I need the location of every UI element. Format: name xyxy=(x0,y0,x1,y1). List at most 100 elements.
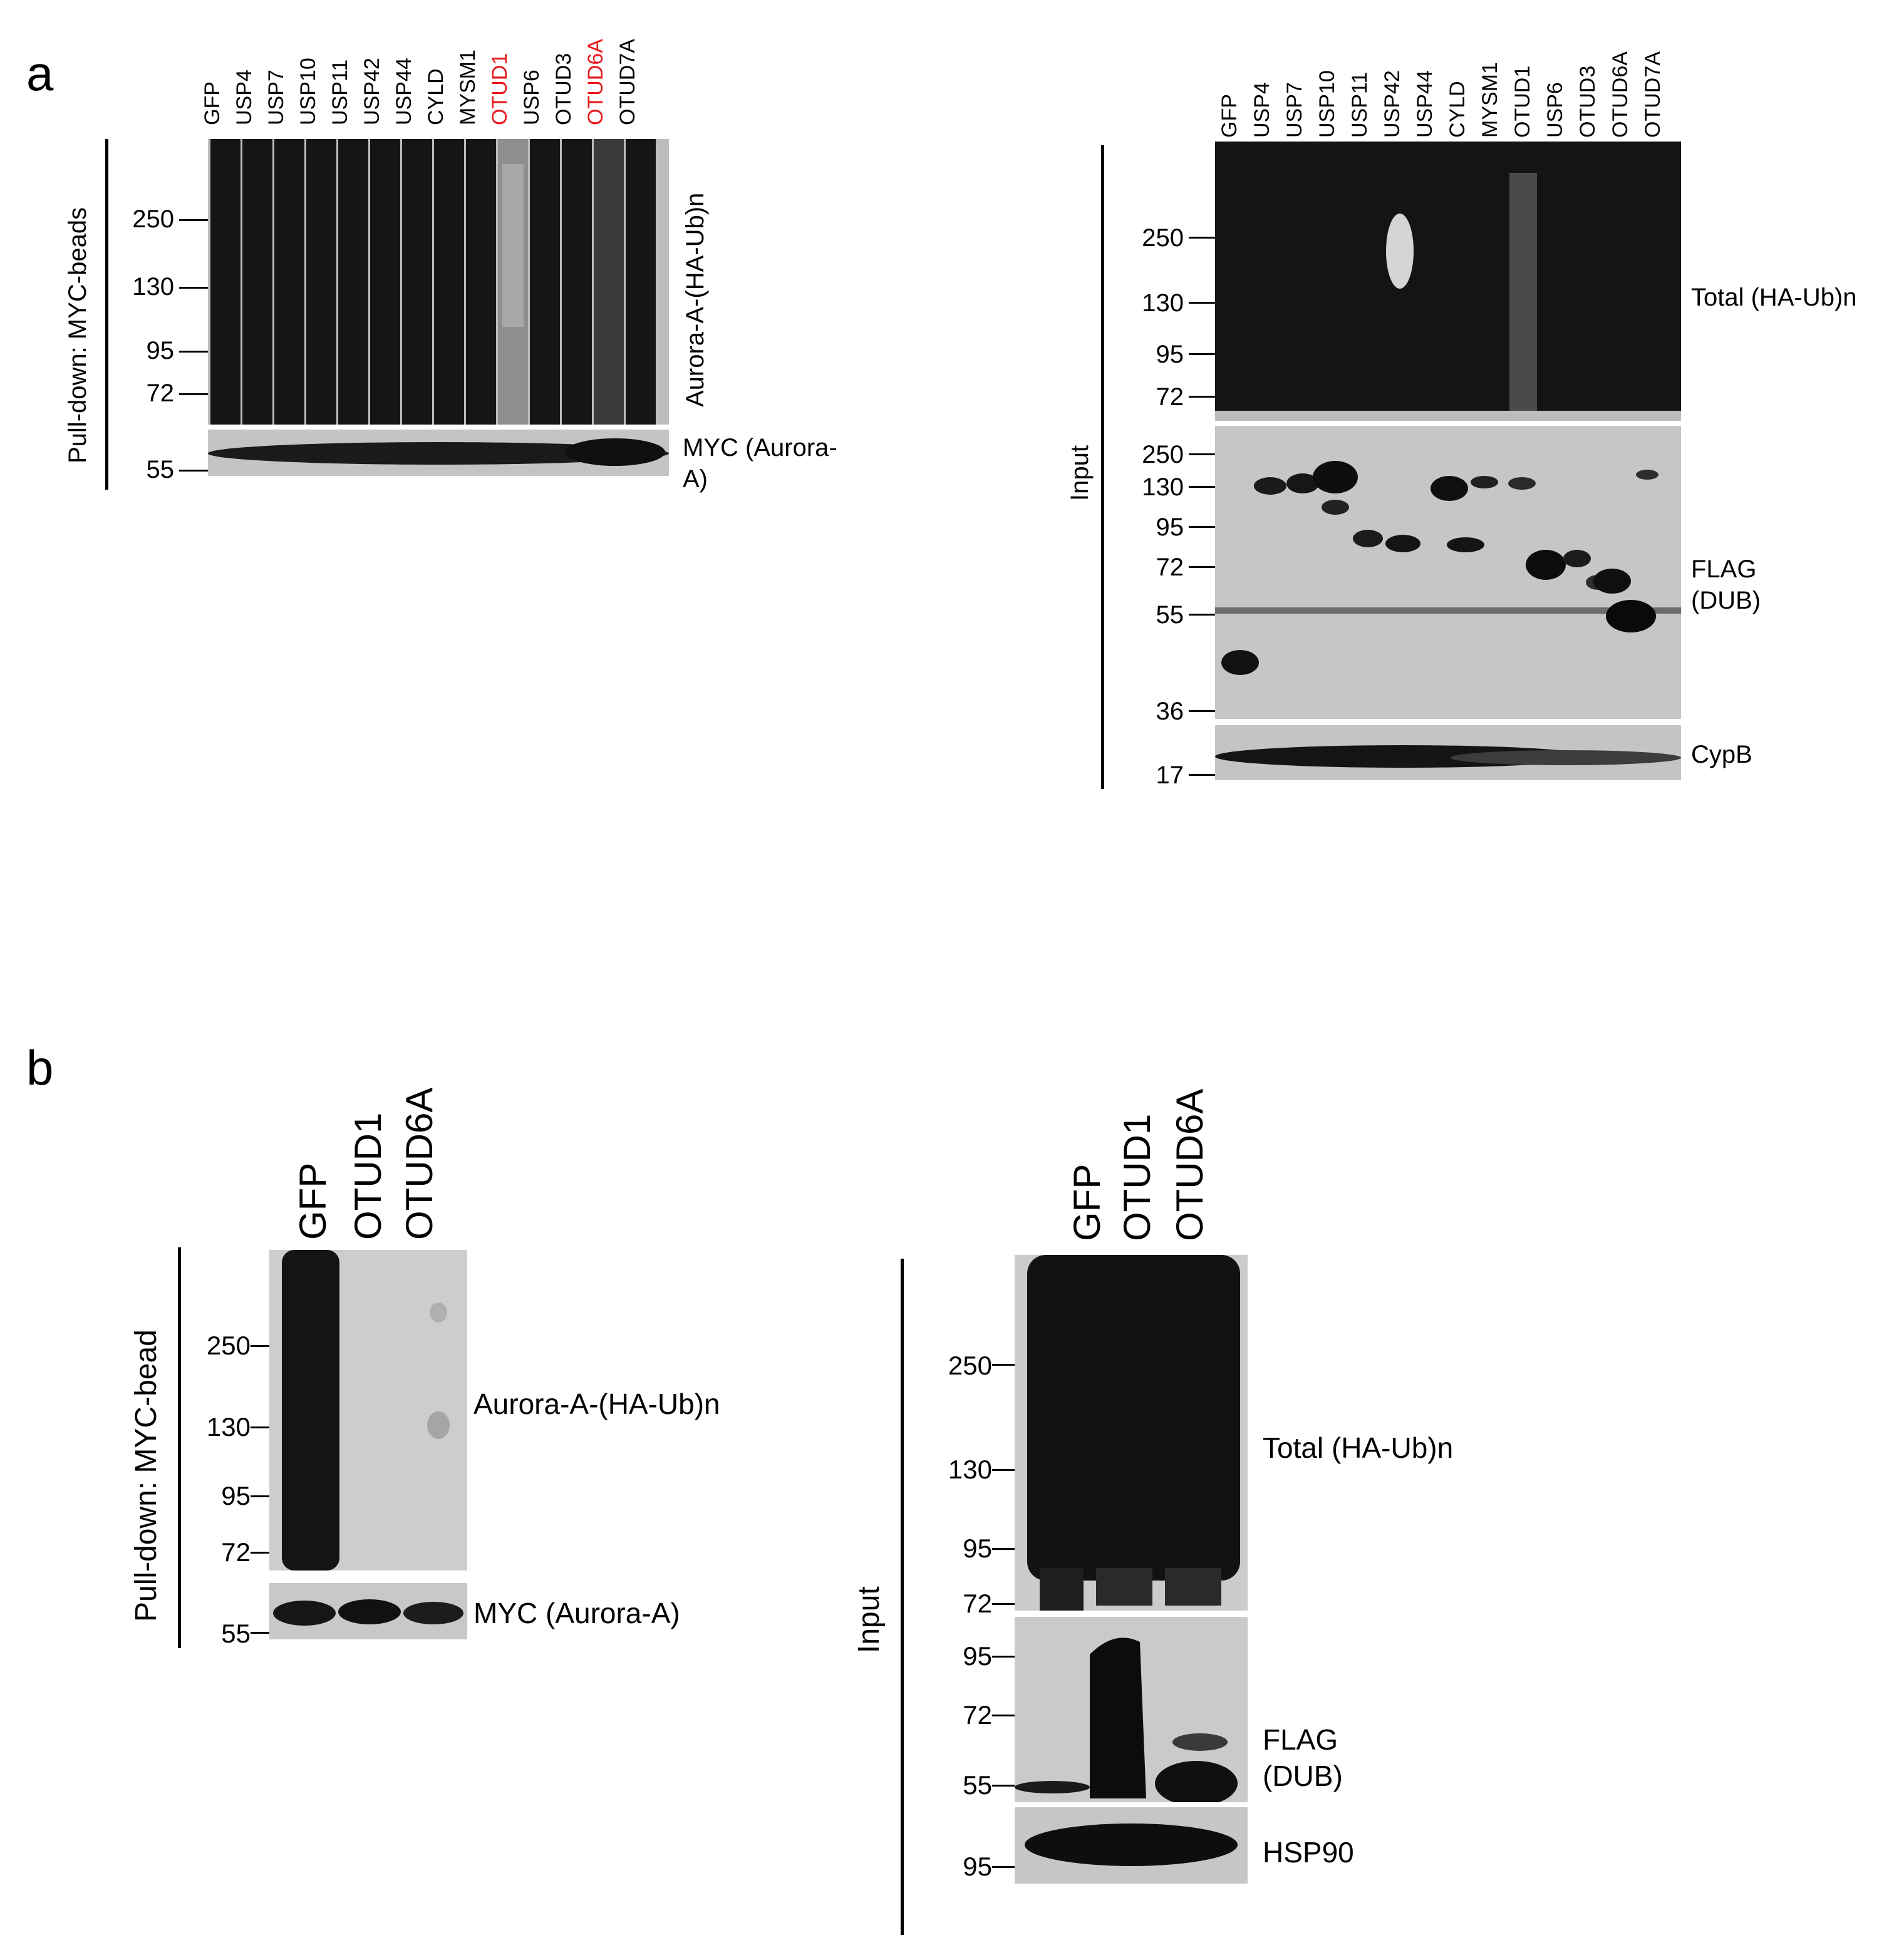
blot-label: Total (HA-Ub)n xyxy=(1263,1431,1454,1464)
mw-marker: 17 xyxy=(1156,761,1184,789)
blot-label: FLAG (DUB) xyxy=(1691,554,1761,616)
mw-tick xyxy=(992,1785,1015,1787)
lane-label: OTUD1 xyxy=(347,1112,389,1240)
mw-tick xyxy=(992,1364,1015,1366)
blot-myc-aurora-a xyxy=(208,430,669,476)
mw-tick xyxy=(179,470,208,472)
lane-label: USP7 xyxy=(1283,82,1306,138)
blot-myc-aurora-b xyxy=(269,1583,467,1639)
mw-marker: 250 xyxy=(1142,441,1184,468)
lane-label: OTUD3 xyxy=(552,53,576,125)
blot-label: HSP90 xyxy=(1263,1836,1354,1869)
blot-aurora-ub-b xyxy=(269,1250,467,1571)
mw-marker: 130 xyxy=(1142,473,1184,501)
mw-marker: 95 xyxy=(963,1641,992,1671)
lane-label: GFP xyxy=(1218,94,1241,138)
blot-aurora-ub-a xyxy=(208,139,669,425)
mw-marker: 95 xyxy=(1156,341,1184,368)
lane-label: OTUD1 xyxy=(1511,65,1534,138)
mw-tick xyxy=(992,1715,1015,1716)
mw-tick xyxy=(992,1548,1015,1550)
mw-marker: 250 xyxy=(132,205,174,233)
mw-marker: 95 xyxy=(963,1534,992,1563)
blot-hsp90 xyxy=(1015,1807,1248,1884)
blot-label-line: MYC (Aurora- xyxy=(683,434,837,462)
lane-label: USP4 xyxy=(232,70,256,125)
side-label-pulldown: Pull-down: MYC-beads xyxy=(64,207,91,463)
lane-label: CYLD xyxy=(424,68,448,125)
blot-label-line: FLAG xyxy=(1691,555,1757,583)
mw-tick xyxy=(179,351,208,353)
mw-marker: 130 xyxy=(948,1455,992,1484)
blot-cypb xyxy=(1215,725,1681,780)
blot-label: Aurora-A-(HA-Ub)n xyxy=(473,1388,720,1420)
mw-tick xyxy=(251,1345,269,1347)
lane-label: CYLD xyxy=(1446,81,1469,138)
mw-tick xyxy=(1189,396,1215,398)
mw-marker: 72 xyxy=(1156,554,1184,581)
mw-marker: 250 xyxy=(948,1351,992,1380)
lane-label: USP42 xyxy=(360,58,384,125)
lane-label: USP6 xyxy=(1543,82,1567,138)
lane-label: USP11 xyxy=(328,59,352,125)
mw-tick xyxy=(1189,614,1215,616)
blot-label: Aurora-A-(HA-Ub)n xyxy=(681,192,709,407)
mw-tick xyxy=(1189,486,1215,488)
blot-label: MYC (Aurora- A) xyxy=(683,432,837,495)
panel-letter-a: a xyxy=(26,46,54,101)
side-label-pulldown: Pull-down: MYC-bead xyxy=(130,1329,163,1622)
blot-total-ha-ub-a xyxy=(1215,142,1681,421)
mw-tick xyxy=(251,1495,269,1497)
side-bracket xyxy=(1101,145,1104,789)
mw-tick xyxy=(179,219,208,221)
mw-marker: 55 xyxy=(1156,601,1184,629)
blot-label-line: A) xyxy=(683,465,708,493)
blot-label: Total (HA-Ub)n xyxy=(1691,284,1857,311)
mw-marker: 72 xyxy=(963,1589,992,1618)
lane-label: GFP xyxy=(292,1162,334,1240)
blot-flag-dub-a xyxy=(1215,426,1681,719)
lane-label: USP7 xyxy=(264,70,288,125)
mw-tick xyxy=(1189,237,1215,239)
mw-marker: 250 xyxy=(206,1331,251,1360)
mw-marker: 72 xyxy=(221,1537,251,1567)
blot-label: MYC (Aurora-A) xyxy=(473,1597,680,1629)
mw-marker: 72 xyxy=(963,1700,992,1730)
blot-label-line: FLAG xyxy=(1263,1723,1338,1756)
mw-tick xyxy=(1189,710,1215,712)
lane-label: USP44 xyxy=(392,58,416,125)
mw-tick xyxy=(179,393,208,395)
mw-marker: 130 xyxy=(206,1412,251,1442)
lane-label: USP4 xyxy=(1250,82,1274,138)
lane-label: MYSM1 xyxy=(456,49,480,125)
blot-label: CypB xyxy=(1691,741,1752,768)
mw-tick xyxy=(1189,353,1215,355)
lane-label: GFP xyxy=(200,81,224,125)
blot-label-line: (DUB) xyxy=(1263,1759,1343,1792)
side-label-input: Input xyxy=(852,1586,886,1653)
mw-marker: 95 xyxy=(1156,513,1184,541)
mw-tick xyxy=(251,1552,269,1554)
mw-tick xyxy=(1189,302,1215,304)
lane-label: OTUD7A xyxy=(616,39,639,125)
lane-label: OTUD6A xyxy=(1169,1088,1211,1241)
lane-label-highlighted: OTUD1 xyxy=(488,53,512,125)
mw-marker: 95 xyxy=(963,1852,992,1881)
lane-label: OTUD1 xyxy=(1116,1113,1158,1241)
mw-tick xyxy=(251,1426,269,1428)
lane-label-highlighted: OTUD6A xyxy=(584,39,608,125)
mw-tick xyxy=(992,1656,1015,1658)
blot-flag-dub-b xyxy=(1015,1617,1248,1802)
lane-label: USP6 xyxy=(520,70,544,125)
mw-marker: 55 xyxy=(221,1619,251,1648)
lane-label: USP44 xyxy=(1413,70,1437,138)
lane-label: USP10 xyxy=(1315,70,1339,138)
side-bracket xyxy=(105,139,108,490)
mw-marker: 130 xyxy=(1142,289,1184,317)
lane-label: OTUD6A xyxy=(1608,51,1632,138)
mw-marker: 130 xyxy=(132,273,174,301)
lane-label: OTUD7A xyxy=(1641,51,1665,138)
mw-marker: 55 xyxy=(963,1770,992,1800)
mw-tick xyxy=(992,1866,1015,1868)
mw-tick xyxy=(992,1603,1015,1605)
